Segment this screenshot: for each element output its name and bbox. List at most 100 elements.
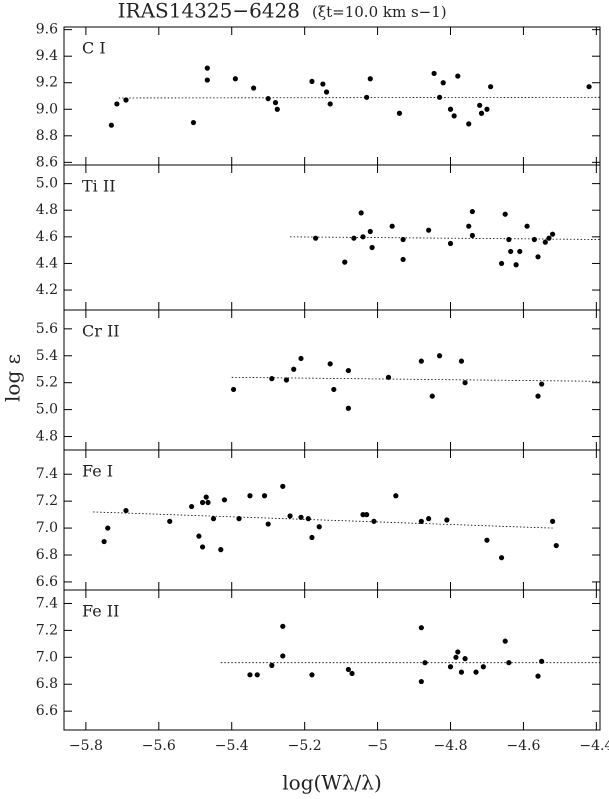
x-tick-label: −4.6 (506, 738, 540, 754)
y-tick-label: 5.4 (36, 348, 58, 364)
point (269, 376, 275, 382)
point (123, 507, 129, 514)
y-tick-label: 4.2 (36, 282, 58, 298)
point (539, 658, 545, 664)
point (517, 248, 523, 255)
point (101, 538, 107, 545)
point (553, 542, 559, 549)
point (539, 381, 545, 387)
point (254, 672, 260, 678)
x-tick-label: −4.8 (434, 738, 468, 754)
point (447, 106, 454, 112)
point (462, 656, 468, 662)
y-tick-label: 8.8 (36, 128, 58, 144)
point (396, 110, 403, 116)
chart-title: IRAS14325−6428 (118, 0, 300, 23)
panel-frame (63, 589, 601, 731)
point (535, 673, 541, 679)
fit-line (290, 236, 601, 240)
point (546, 235, 552, 241)
point (345, 405, 352, 411)
panel-label: Ti II (82, 177, 116, 196)
point (349, 670, 355, 677)
point (524, 223, 530, 229)
point (108, 122, 115, 128)
point (488, 84, 494, 90)
point (327, 101, 333, 107)
point (418, 625, 424, 631)
panel-frame (63, 26, 601, 166)
y-tick-label: 5.2 (36, 375, 58, 391)
point (265, 96, 271, 102)
point (371, 518, 377, 524)
point (364, 512, 370, 518)
y-tick-label: 4.8 (36, 429, 58, 445)
point (418, 678, 424, 685)
point (265, 521, 271, 527)
y-tick-label: 8.6 (36, 154, 58, 170)
point (230, 386, 237, 393)
y-tick-label: 5.0 (36, 176, 58, 192)
point (360, 512, 366, 518)
y-tick-label: 6.6 (36, 703, 58, 719)
point (247, 672, 253, 678)
point (221, 497, 228, 503)
point (305, 516, 311, 522)
point (309, 78, 315, 85)
point (298, 514, 304, 520)
point (280, 483, 286, 489)
point (502, 211, 508, 217)
x-tick-label: −5 (367, 738, 388, 754)
point (205, 499, 211, 506)
point (400, 256, 406, 263)
panel-frame (63, 309, 601, 451)
point (123, 97, 129, 103)
panel-label: Fe I (82, 462, 113, 481)
point (422, 660, 428, 666)
point (358, 210, 364, 216)
point (199, 499, 206, 506)
point (367, 228, 373, 235)
y-tick-label: 5.0 (36, 402, 58, 418)
point (369, 244, 375, 251)
point (535, 393, 541, 399)
y-tick-label: 9.2 (36, 75, 58, 91)
y-tick-label: 6.8 (36, 676, 58, 692)
point (316, 524, 322, 530)
point (312, 235, 319, 241)
y-tick-label: 7.4 (36, 466, 58, 482)
panel-label: Fe II (82, 602, 119, 621)
y-tick-label: 9.0 (36, 101, 58, 117)
point (167, 518, 173, 524)
point (466, 121, 472, 127)
point (320, 81, 326, 87)
y-tick-label: 7.0 (36, 649, 58, 665)
point (393, 493, 399, 499)
point (196, 533, 202, 539)
point (327, 361, 333, 367)
point (426, 516, 432, 522)
point (502, 638, 508, 644)
point (283, 377, 290, 383)
point (236, 516, 242, 522)
y-tick-label: 7.4 (36, 595, 58, 611)
y-tick-label: 5.6 (36, 321, 58, 337)
x-tick-label: −5.6 (142, 738, 176, 754)
point (426, 227, 432, 233)
y-axis-label: log ε (1, 354, 25, 402)
point (345, 666, 352, 673)
point (418, 358, 424, 364)
point (251, 85, 257, 91)
point (469, 208, 475, 215)
point (418, 518, 424, 524)
point (309, 672, 315, 678)
y-tick-label: 9.4 (36, 48, 58, 64)
point (469, 232, 475, 239)
point (274, 106, 280, 112)
point (261, 493, 268, 499)
y-tick-label: 7.2 (36, 622, 58, 638)
y-tick-label: 7.0 (36, 520, 58, 536)
point (549, 518, 556, 524)
panel-frame (63, 164, 601, 311)
